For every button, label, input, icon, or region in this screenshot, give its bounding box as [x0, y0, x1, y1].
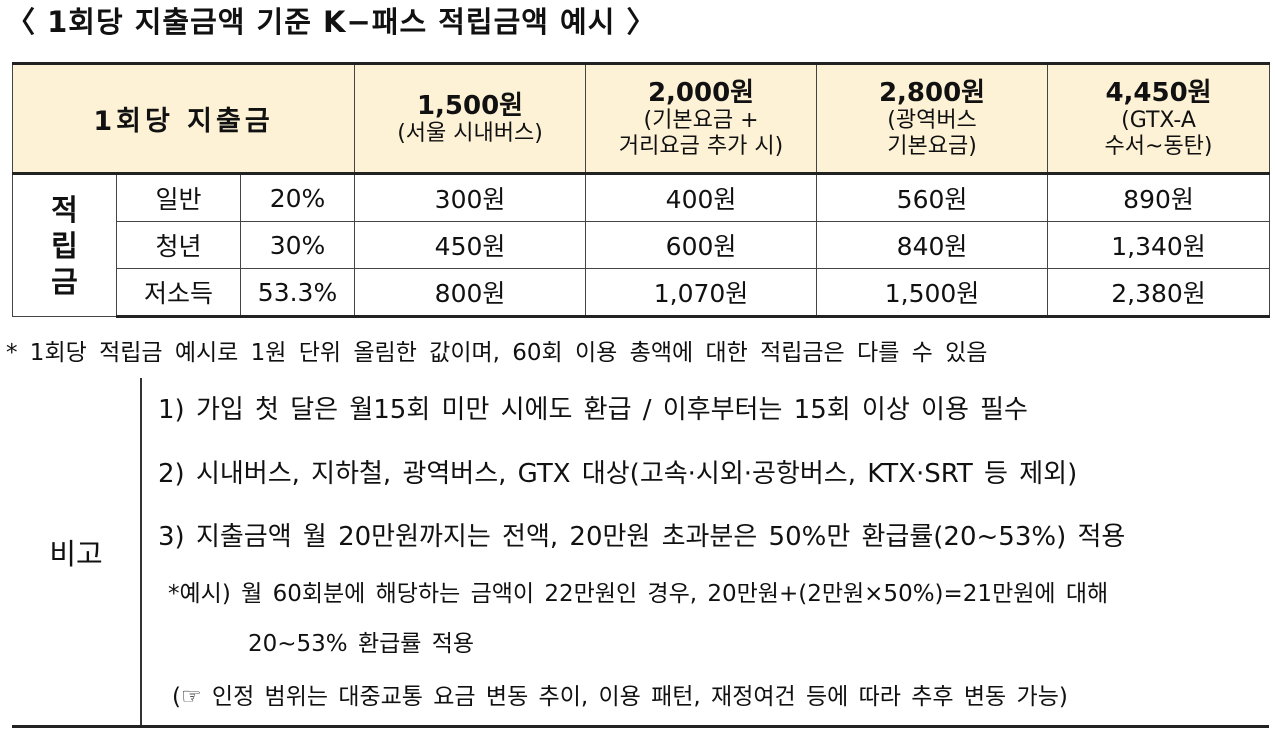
remark-table: 비고 1) 가입 첫 달은 월15회 미만 시에도 환급 / 이후부터는 15회… — [12, 378, 1269, 728]
row-rate: 53.3% — [239, 268, 356, 318]
table-row: 적 립 금 일반 20% 300원 400원 560원 890원 — [12, 173, 1271, 317]
row-value: 1,500원 — [816, 268, 1049, 318]
row-value: 560원 — [816, 173, 1049, 222]
row-value: 890원 — [1047, 173, 1271, 222]
table-row: 저소득 53.3% 800원 1,070원 1,500원 2,380원 — [13, 268, 1271, 318]
header-label: 1회당 지출금 — [93, 106, 274, 137]
remark-line: 1) 가입 첫 달은 월15회 미만 시에도 환급 / 이후부터는 15회 이상… — [158, 395, 1028, 425]
remark-example: *예시) 월 60회분에 해당하는 금액이 22만원인 경우, 20만원+(2만… — [168, 581, 1109, 607]
row-rate: 30% — [239, 221, 356, 269]
row-value: 600원 — [585, 221, 818, 269]
header-desc: (GTX-A — [1121, 107, 1196, 133]
table-row: 청년 30% 450원 600원 840원 1,340원 — [13, 221, 1271, 269]
row-value: 1,070원 — [585, 268, 818, 318]
header-amount: 1,500원 — [416, 90, 524, 121]
header-col-3: 2,800원 (광역버스 기본요금) — [816, 63, 1049, 174]
row-value: 300원 — [354, 173, 587, 222]
header-desc: (광역버스 — [887, 107, 977, 133]
savings-table: 1회당 지출금 1,500원 (서울 시내버스) 2,000원 (기본요금 + … — [11, 62, 1271, 318]
header-row: 1회당 지출금 1,500원 (서울 시내버스) 2,000원 (기본요금 + … — [11, 63, 1271, 174]
group-label-cell: 적 립 금 — [12, 173, 117, 317]
header-col-4: 4,450원 (GTX-A 수서~동탄) — [1047, 63, 1271, 174]
row-type: 저소득 — [116, 268, 241, 318]
row-value: 450원 — [354, 221, 587, 269]
header-desc: (기본요금 + — [643, 107, 759, 133]
row-type: 청년 — [116, 221, 241, 269]
row-value: 840원 — [816, 221, 1049, 269]
header-amount: 4,450원 — [1105, 77, 1212, 108]
row-value: 1,340원 — [1047, 221, 1271, 269]
header-amount: 2,000원 — [647, 77, 755, 108]
row-type: 일반 — [116, 173, 241, 222]
remark-line: 3) 지출금액 월 20만원까지는 전액, 20만원 초과분은 50%만 환급률… — [158, 522, 1126, 552]
header-col-1: 1,500원 (서울 시내버스) — [354, 63, 587, 174]
row-value: 400원 — [585, 173, 818, 222]
remark-example-cont: 20~53% 환급률 적용 — [248, 631, 475, 657]
header-label-cell: 1회당 지출금 — [11, 63, 356, 174]
row-value: 800원 — [354, 268, 587, 318]
remark-label: 비고 — [12, 378, 142, 727]
row-value: 2,380원 — [1047, 268, 1271, 318]
group-label-char: 립 — [51, 228, 78, 263]
remark-row: 비고 1) 가입 첫 달은 월15회 미만 시에도 환급 / 이후부터는 15회… — [12, 378, 1269, 727]
header-desc: 수서~동탄) — [1104, 133, 1213, 159]
row-rate: 20% — [239, 173, 356, 222]
header-desc: 거리요금 추가 시) — [618, 133, 784, 159]
remark-disclaimer: (☞ 인정 범위는 대중교통 요금 변동 추이, 이용 패턴, 재정여건 등에 … — [172, 684, 1068, 710]
footnote: * 1회당 적립금 예시로 1원 단위 올림한 값이며, 60회 이용 총액에 … — [6, 340, 988, 366]
header-desc: 기본요금) — [887, 133, 977, 159]
remark-line: 2) 시내버스, 지하철, 광역버스, GTX 대상(고속·시외·공항버스, K… — [158, 459, 1078, 489]
header-col-2: 2,000원 (기본요금 + 거리요금 추가 시) — [585, 63, 818, 174]
header-amount: 2,800원 — [878, 77, 986, 108]
page-title: 〈 1회당 지출금액 기준 K−패스 적립금액 예시 〉 — [6, 5, 657, 39]
header-desc: (서울 시내버스) — [397, 120, 543, 146]
group-label-char: 적 — [51, 192, 78, 227]
remark-content: 1) 가입 첫 달은 월15회 미만 시에도 환급 / 이후부터는 15회 이상… — [141, 378, 1269, 727]
group-label-char: 금 — [51, 264, 78, 299]
